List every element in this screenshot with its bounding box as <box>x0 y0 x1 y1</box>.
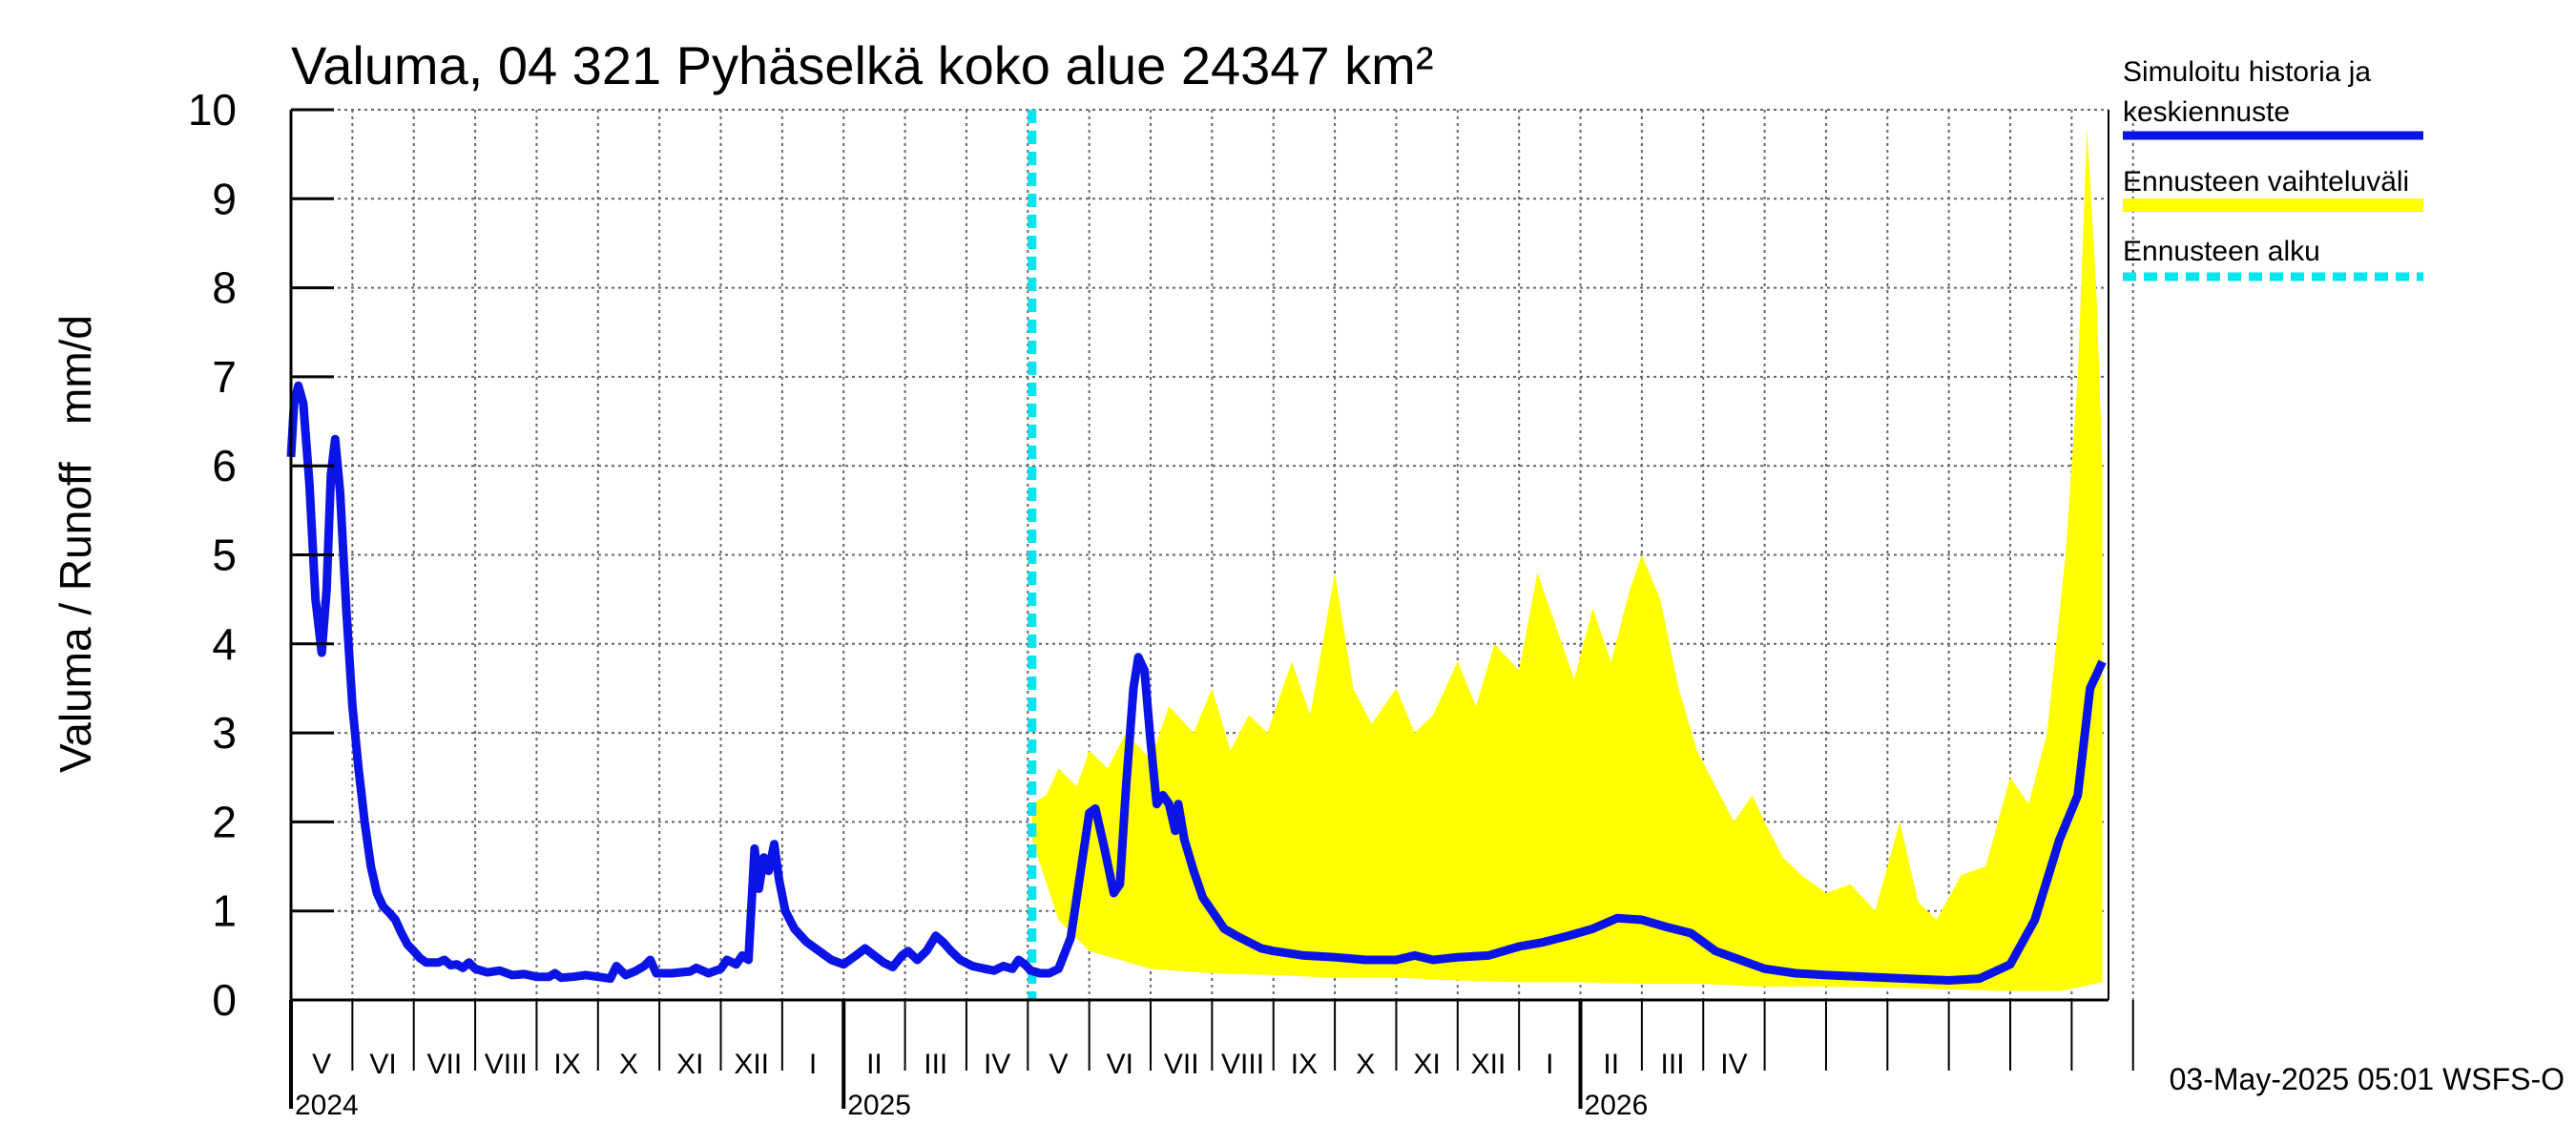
legend: Simuloitu historia ja keskiennuste Ennus… <box>2123 56 2423 281</box>
x-month-label: II <box>1603 1049 1619 1080</box>
x-month-label: VI <box>369 1049 396 1080</box>
legend-label-forecast-start: Ennusteen alku <box>2123 236 2320 267</box>
x-month-label: IX <box>1291 1049 1318 1080</box>
x-month-label: IX <box>553 1049 580 1080</box>
forecast-range-band <box>1031 127 2103 991</box>
y-tick-label: 5 <box>212 531 237 580</box>
x-month-label: VII <box>427 1049 463 1080</box>
x-month-label: I <box>1546 1049 1553 1080</box>
y-tick-label: 3 <box>212 708 237 758</box>
legend-label-mean-line1: Simuloitu historia ja <box>2123 56 2371 88</box>
chart-title: Valuma, 04 321 Pyhäselkä koko alue 24347… <box>291 35 1433 95</box>
y-tick-label: 6 <box>212 441 237 490</box>
y-tick-label: 9 <box>212 174 237 223</box>
x-month-label: II <box>866 1049 883 1080</box>
y-tick-label: 0 <box>212 975 237 1025</box>
x-month-label: VII <box>1164 1049 1199 1080</box>
x-month-label: V <box>312 1049 331 1080</box>
x-month-label: XII <box>734 1049 769 1080</box>
x-year-label: 2026 <box>1585 1090 1649 1121</box>
x-month-label: X <box>619 1049 638 1080</box>
y-tick-label: 10 <box>188 85 237 135</box>
x-month-label: IV <box>1720 1049 1747 1080</box>
x-month-label: VIII <box>1221 1049 1264 1080</box>
x-month-label: III <box>924 1049 947 1080</box>
legend-label-range: Ennusteen vaihteluväli <box>2123 166 2409 198</box>
y-tick-label: 4 <box>212 619 237 669</box>
x-month-label: I <box>809 1049 817 1080</box>
x-month-label: XI <box>1413 1049 1440 1080</box>
y-tick-label: 8 <box>212 263 237 313</box>
y-tick-label: 2 <box>212 797 237 846</box>
y-tick-label: 7 <box>212 352 237 402</box>
simulated-history-and-mean-forecast-line <box>286 381 2107 985</box>
y-tick-label: 1 <box>212 886 237 936</box>
axes <box>289 108 2134 1109</box>
x-month-label: III <box>1661 1049 1685 1080</box>
timestamp: 03-May-2025 05:01 WSFS-O <box>2170 1062 2565 1096</box>
x-year-label: 2024 <box>295 1090 359 1121</box>
x-month-label: XI <box>676 1049 703 1080</box>
y-axis-label-runoff: Valuma / Runoff <box>51 462 100 773</box>
x-month-label: X <box>1356 1049 1375 1080</box>
y-tick-labels: 0 1 2 3 4 5 6 7 8 9 10 <box>188 85 237 1025</box>
y-axis-label-unit: mm/d <box>51 315 100 425</box>
x-month-label: VI <box>1107 1049 1133 1080</box>
x-year-label: 2025 <box>847 1090 911 1121</box>
x-month-label: V <box>1049 1049 1068 1080</box>
x-month-label: IV <box>984 1049 1010 1080</box>
x-month-labels: V VI VII VIII IX X XI XII I II III IV V VI VII VIII IX X X… <box>295 1049 1748 1121</box>
x-month-label: VIII <box>485 1049 528 1080</box>
legend-label-mean-line2: keskiennuste <box>2123 96 2290 128</box>
x-month-label: XII <box>1471 1049 1506 1080</box>
